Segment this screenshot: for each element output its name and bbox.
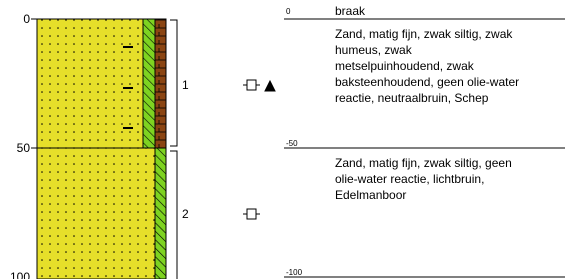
level-label: -50 bbox=[286, 139, 298, 148]
depth-label: 100 bbox=[10, 270, 30, 279]
depth-axis: 0 50 100 bbox=[10, 12, 37, 279]
layer-description: olie-water reactie, lichtbruin, bbox=[335, 172, 484, 186]
layer-description: humeus, zwak bbox=[335, 43, 413, 57]
description-column: 0 braak -50 -100 bbox=[284, 4, 565, 277]
layer-description: Edelmanboor bbox=[335, 188, 406, 202]
soil-column bbox=[37, 19, 166, 279]
layer-number: 1 bbox=[182, 78, 189, 92]
level-label: -100 bbox=[286, 268, 303, 277]
layer-description: baksteenhoudend, geen olie-water bbox=[335, 75, 519, 89]
descriptions: Zand, matig fijn, zwak siltig, zwak humeu… bbox=[335, 27, 519, 202]
depth-label: 50 bbox=[17, 141, 31, 155]
layer-number: 2 bbox=[182, 207, 189, 221]
surface: braak bbox=[335, 4, 366, 18]
level-label: 0 bbox=[286, 7, 291, 16]
layer-description: metselpuinhoudend, zwak bbox=[335, 59, 475, 73]
depth-label: 0 bbox=[23, 12, 30, 26]
sample-symbols bbox=[243, 80, 275, 219]
layer-description: reactie, neutraalbruin, Schep bbox=[335, 91, 489, 105]
layer-description: Zand, matig fijn, zwak siltig, geen bbox=[335, 156, 512, 170]
layer-brackets bbox=[170, 20, 177, 279]
layer-description: Zand, matig fijn, zwak siltig, zwak bbox=[335, 27, 513, 41]
boring-log: 0 50 100 1 2 0 braak -50 -100 bbox=[0, 0, 565, 279]
